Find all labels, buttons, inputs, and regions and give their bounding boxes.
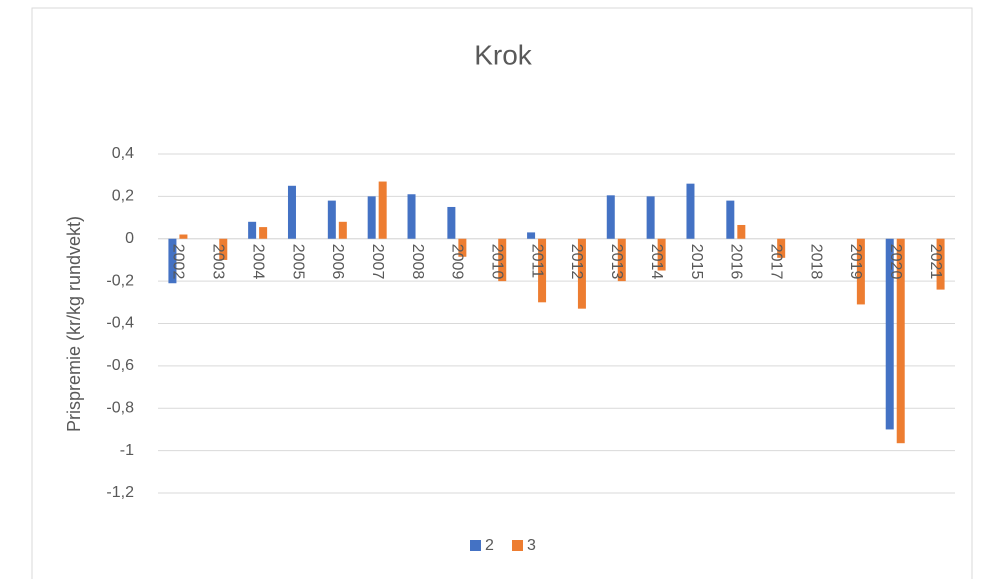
bar (327, 200, 336, 239)
y-tick-label: -1,2 (106, 484, 134, 501)
legend-swatch (512, 540, 523, 551)
chart-title: Krok (474, 39, 533, 70)
legend-label: 3 (527, 537, 536, 554)
x-tick-label: 2003 (210, 244, 227, 280)
x-tick-label: 2015 (688, 244, 705, 280)
x-tick-label: 2016 (728, 244, 745, 280)
bar (179, 234, 188, 239)
bar (617, 238, 626, 282)
y-tick-label: -0,4 (106, 315, 134, 332)
y-tick-label: -1 (120, 442, 134, 459)
bar (896, 238, 905, 444)
bar (527, 232, 536, 239)
bar (338, 221, 347, 239)
bar (168, 238, 177, 284)
bar (219, 238, 228, 260)
x-tick-label: 2021 (927, 244, 944, 280)
bar (885, 238, 894, 430)
x-tick-label: 2011 (528, 244, 545, 279)
bar (367, 196, 376, 239)
bar (777, 238, 786, 258)
x-tick-label: 2008 (409, 244, 426, 280)
bar (686, 183, 695, 239)
bar (259, 227, 268, 239)
bar (538, 238, 547, 303)
x-tick-label: 2017 (767, 244, 784, 280)
bar (407, 194, 416, 239)
x-tick-label: 2006 (329, 244, 346, 280)
legend-label: 2 (485, 537, 494, 554)
x-tick-label: 2014 (648, 244, 665, 280)
x-tick-label: 2007 (369, 244, 386, 280)
x-tick-label: 2018 (807, 244, 824, 280)
y-tick-label: -0,2 (106, 272, 134, 289)
bar (737, 224, 746, 239)
bar (856, 238, 865, 305)
bar (248, 221, 257, 239)
y-tick-label: -0,8 (106, 399, 134, 416)
bar (287, 185, 296, 239)
bar (646, 196, 655, 239)
y-tick-label: 0 (125, 230, 134, 247)
bar (378, 181, 387, 239)
chart-border (31, 7, 973, 579)
x-tick-label: 2002 (170, 244, 187, 280)
x-tick-label: 2005 (289, 244, 306, 280)
x-tick-label: 2020 (887, 244, 904, 280)
y-tick-label: -0,6 (106, 357, 134, 374)
x-tick-label: 2010 (488, 244, 505, 280)
x-tick-label: 2013 (608, 244, 625, 280)
bar (447, 206, 456, 239)
bar (458, 238, 467, 257)
y-axis-label: Prispremie (kr/kg rundvekt) (64, 216, 84, 432)
x-tick-label: 2004 (249, 244, 266, 280)
x-tick-label: 2019 (847, 244, 864, 280)
bar (606, 195, 615, 239)
bar (498, 238, 507, 282)
legend-swatch (470, 540, 481, 551)
bar (726, 200, 735, 239)
bar (936, 238, 945, 290)
bar (577, 238, 586, 309)
bar (657, 238, 666, 271)
y-tick-label: 0,2 (112, 188, 134, 205)
y-tick-label: 0,4 (112, 145, 134, 162)
x-tick-label: 2012 (568, 244, 585, 280)
x-tick-label: 2009 (449, 244, 466, 280)
